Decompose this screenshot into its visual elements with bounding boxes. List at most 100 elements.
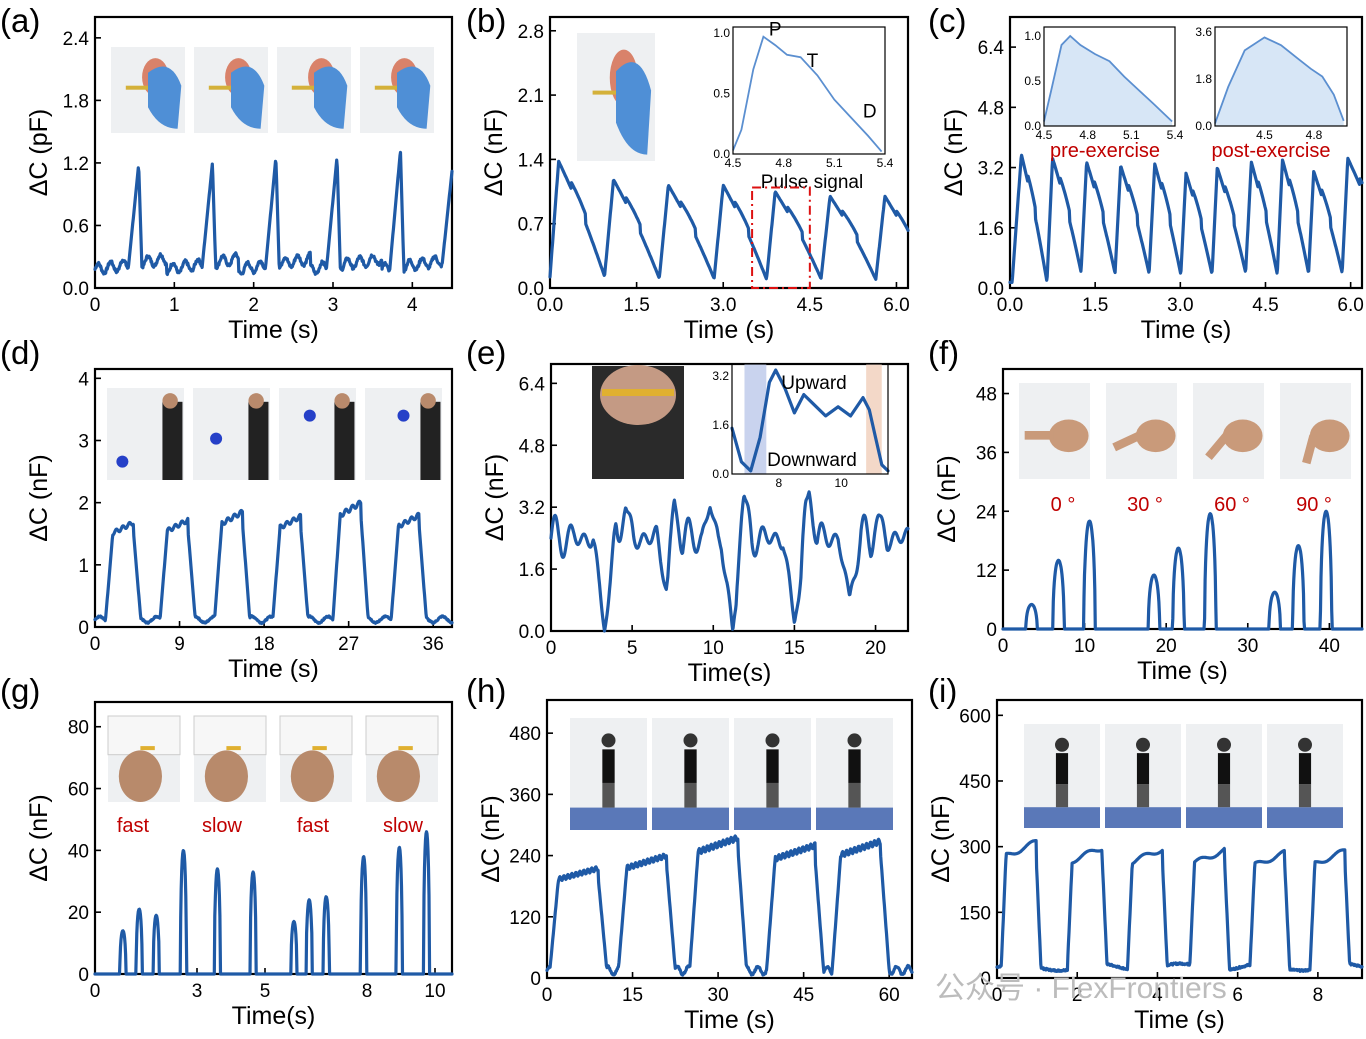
speed-label: fast <box>117 815 150 837</box>
hand-icon <box>376 750 420 802</box>
x-tick-label: 15 <box>784 638 805 659</box>
finger-icon <box>1024 431 1054 440</box>
person-legs <box>1136 784 1150 808</box>
inset-x-tick-label: 8 <box>775 476 782 490</box>
inset-annotation: T <box>807 51 819 72</box>
photo-thumbnail <box>360 47 434 133</box>
plot-frame <box>545 698 914 980</box>
inset-trace <box>1214 36 1345 124</box>
floor <box>1267 807 1343 828</box>
sensor-strip <box>208 85 231 90</box>
glove-icon <box>148 66 182 129</box>
x-tick-label: 6.0 <box>1337 295 1363 316</box>
person-legs <box>1055 784 1069 808</box>
y-tick-label: 300 <box>959 838 991 859</box>
panel-f: 0 10 20 30 40 0 12 24 36 48 Time (s) ΔC (nF) (f) 0 ° 3… <box>928 334 1364 685</box>
signal-trace <box>1001 509 1364 631</box>
y-tick-label: 480 <box>509 724 541 745</box>
x-tick-label: 3.0 <box>710 295 736 316</box>
inset-x-tick-label: 5.4 <box>877 156 894 170</box>
x-tick-label: 20 <box>1156 636 1177 657</box>
photo-thumbnail <box>279 715 353 802</box>
plot-frame <box>93 367 454 629</box>
y-tick-label: 0.0 <box>63 279 89 300</box>
x-axis-label: Time (s) <box>228 655 319 683</box>
hand-icon <box>1222 419 1263 453</box>
person-body <box>334 401 355 480</box>
glove-icon <box>615 62 652 155</box>
photo-thumbnail <box>570 718 647 830</box>
x-tick-label: 2 <box>248 295 259 316</box>
signal-trace <box>545 834 914 977</box>
dumbbell-icon <box>397 409 410 422</box>
photo-thumbnail <box>1024 724 1100 828</box>
photo-thumbnail <box>816 718 893 830</box>
x-tick-label: 9 <box>174 634 185 655</box>
x-tick-label: 4 <box>1152 985 1163 1006</box>
angle-label: 60 ° <box>1214 494 1250 516</box>
plot-frame <box>549 362 910 633</box>
person-legs <box>602 782 615 808</box>
y-axis-label: ΔC (nF) <box>477 795 505 883</box>
inset-x-tick-label: 4.8 <box>1079 128 1096 142</box>
panel-label: (c) <box>928 2 966 39</box>
y-tick-label: 3.2 <box>519 498 545 519</box>
inset-x-tick-label: 10 <box>835 476 849 490</box>
x-tick-label: 20 <box>865 638 886 659</box>
hand-icon <box>204 750 248 802</box>
panel-a: 0 1 2 3 4 0.0 0.6 1.2 1.8 2.4 Time (s) ΔC (pF) (a) <box>0 2 454 344</box>
panel-label: (h) <box>466 672 506 709</box>
photo-thumbnail <box>365 388 442 480</box>
photo-thumbnail <box>279 388 356 480</box>
sensor-strip <box>592 90 616 95</box>
plot-frame <box>1008 15 1364 290</box>
dumbbell-icon <box>116 455 129 468</box>
inset-x-tick-label: 4.5 <box>725 156 742 170</box>
person-head <box>248 393 264 409</box>
x-tick-label: 5 <box>260 981 271 1002</box>
y-tick-label: 150 <box>959 903 991 924</box>
photo-thumbnail <box>1280 383 1351 479</box>
y-tick-label: 2 <box>78 494 89 515</box>
x-tick-label: 1 <box>169 295 180 316</box>
person-legs <box>1217 784 1231 808</box>
floor <box>816 807 893 830</box>
inset-y-tick-label: 0.5 <box>1024 74 1041 88</box>
panel-d: 0 9 18 27 36 0 1 2 3 4 Time (s) ΔC (nF) (d) <box>0 334 454 683</box>
person-legs <box>766 782 779 808</box>
panel-label: (d) <box>0 334 40 371</box>
y-tick-label: 24 <box>976 502 998 523</box>
dumbbell-icon <box>210 432 223 445</box>
floor <box>1105 807 1181 828</box>
sensor-strip <box>312 746 327 751</box>
signal-trace <box>549 490 910 633</box>
y-tick-label: 240 <box>509 847 541 868</box>
panel-e: 0 5 10 15 20 0.0 1.6 3.2 4.8 6.4 Time(s) ΔC (nF) (e)… <box>466 334 910 687</box>
y-tick-label: 1.6 <box>519 560 545 581</box>
y-tick-label: 0.0 <box>518 279 544 300</box>
photo-thumbnail <box>577 33 655 161</box>
signal-trace <box>93 830 454 976</box>
inset-y-tick-label: 3.2 <box>712 369 729 383</box>
person-head <box>420 393 436 409</box>
x-tick-label: 60 <box>879 985 900 1006</box>
inset-annotation: D <box>863 102 877 123</box>
photo-thumbnail <box>277 47 351 133</box>
speed-label: slow <box>383 815 424 837</box>
x-tick-label: 2 <box>1072 985 1083 1006</box>
sensor-strip <box>374 85 397 90</box>
x-tick-label: 40 <box>1319 636 1340 657</box>
y-axis-label: ΔC (nF) <box>25 794 53 882</box>
x-tick-label: 5 <box>627 638 638 659</box>
person-head <box>765 733 780 748</box>
x-axis-label: Time (s) <box>684 316 775 344</box>
x-tick-label: 8 <box>362 981 373 1002</box>
inset-x-tick-label: 4.8 <box>1306 128 1323 142</box>
x-tick-label: 0 <box>542 985 553 1006</box>
person-body <box>684 749 697 783</box>
inset-trace <box>1043 34 1173 123</box>
plot-frame <box>548 15 910 290</box>
person-body <box>1055 753 1069 785</box>
person-body <box>420 401 441 480</box>
angle-label: 90 ° <box>1296 494 1332 516</box>
